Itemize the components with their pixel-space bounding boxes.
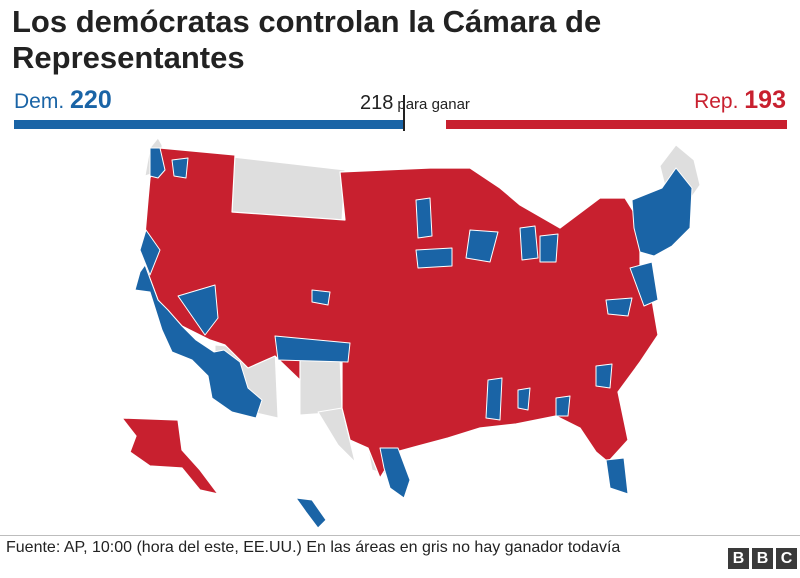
rep-seats: 193: [744, 86, 786, 114]
dem-seat-bar: [14, 120, 405, 129]
logo-b1: B: [728, 548, 749, 569]
rep-label: Rep.: [694, 90, 739, 113]
logo-c: C: [776, 548, 797, 569]
dem-tally: Dem. 220: [14, 88, 112, 114]
to-win-marker-label: 218 para ganar: [360, 92, 470, 115]
to-win-text: para ganar: [397, 96, 470, 113]
us-house-results-map: [121, 137, 701, 529]
to-win-number: 218: [360, 92, 394, 114]
bbc-logo: B B C: [728, 548, 797, 569]
democratic-areas: [134, 147, 693, 529]
dem-seats: 220: [70, 86, 112, 114]
source-note: Fuente: AP, 10:00 (hora del este, EE.UU.…: [6, 539, 621, 556]
to-win-threshold-line: [403, 95, 405, 131]
footer-rule: [0, 535, 800, 536]
rep-tally: Rep. 193: [694, 88, 786, 114]
rep-seat-bar: [446, 120, 787, 129]
logo-b2: B: [752, 548, 773, 569]
page-title: Los demócratas controlan la Cámara de Re…: [12, 4, 602, 75]
dem-label: Dem.: [14, 90, 65, 113]
